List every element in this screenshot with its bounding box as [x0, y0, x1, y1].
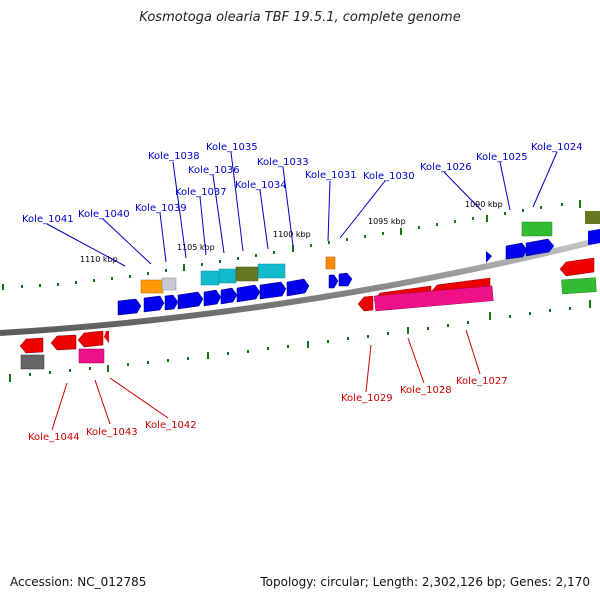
- gene-kole-1036-arrow[interactable]: [220, 287, 238, 305]
- outer-tick-row: [2, 200, 581, 290]
- gene-kole-1044-arrow[interactable]: [19, 337, 44, 354]
- top-gene-labels: Kole_1041 Kole_1040 Kole_1039 Kole_1038 …: [22, 142, 583, 225]
- gene-darkgrey-block[interactable]: [20, 354, 45, 370]
- label-kole-1040[interactable]: Kole_1040: [78, 209, 130, 220]
- label-kole-1043[interactable]: Kole_1043: [86, 427, 138, 438]
- gene-grey-block[interactable]: [161, 277, 177, 291]
- gene-magenta-small[interactable]: [78, 348, 105, 364]
- gene-kole-1035-arrow[interactable]: [236, 284, 261, 303]
- gene-olive-block[interactable]: [235, 266, 259, 282]
- gene-red-tiny[interactable]: [104, 331, 109, 343]
- inner-tick-row: [9, 300, 591, 382]
- gene-orange-block[interactable]: [140, 279, 164, 294]
- gene-green-block-2[interactable]: [561, 277, 597, 295]
- label-kole-1038[interactable]: Kole_1038: [148, 151, 200, 162]
- gene-kole-1033-arrow[interactable]: [286, 278, 310, 297]
- gene-orange-small[interactable]: [325, 256, 336, 270]
- gene-olive-edge[interactable]: [585, 211, 600, 224]
- label-kole-1030[interactable]: Kole_1030: [363, 171, 415, 182]
- bottom-leader-lines: [51, 329, 481, 431]
- label-kole-1026[interactable]: Kole_1026: [420, 162, 472, 173]
- gene-magenta-long[interactable]: [374, 285, 494, 312]
- gene-kole-1043-arrow[interactable]: [50, 334, 77, 351]
- gene-kole-1039-arrow[interactable]: [164, 294, 179, 311]
- gene-kole-1024-arrow[interactable]: [525, 238, 555, 257]
- label-kole-1025[interactable]: Kole_1025: [476, 152, 528, 163]
- top-leader-lines: [46, 151, 558, 267]
- gene-kole-1025-arrow[interactable]: [505, 242, 528, 260]
- gene-kole-1037-arrow[interactable]: [203, 289, 222, 307]
- label-kole-1037[interactable]: Kole_1037: [175, 187, 227, 198]
- forward-strand-genes: [117, 229, 600, 316]
- scale-label-1090: 1090 kbp: [465, 200, 503, 209]
- accession-text: Accession: NC_012785: [10, 575, 147, 589]
- label-kole-1044[interactable]: Kole_1044: [28, 432, 80, 443]
- gene-kole-1031-arrow[interactable]: [328, 274, 339, 289]
- genome-backbone: [0, 237, 600, 336]
- gene-kole-1030-arrow[interactable]: [338, 272, 353, 287]
- scale-label-1105: 1105 kbp: [177, 243, 215, 252]
- label-kole-1031[interactable]: Kole_1031: [305, 170, 357, 181]
- reverse-strand-genes: [19, 257, 597, 370]
- label-kole-1035[interactable]: Kole_1035: [206, 142, 258, 153]
- label-kole-1034[interactable]: Kole_1034: [235, 180, 287, 191]
- gene-kole-1042-arrow[interactable]: [77, 330, 104, 348]
- gene-kole-1040-arrow[interactable]: [143, 295, 165, 313]
- bottom-gene-labels: Kole_1044 Kole_1043 Kole_1042 Kole_1029 …: [28, 376, 508, 443]
- genome-summary-text: Topology: circular; Length: 2,302,126 bp…: [260, 575, 590, 589]
- gene-cyan-block-1[interactable]: [200, 270, 220, 286]
- label-kole-1033[interactable]: Kole_1033: [257, 157, 309, 168]
- feature-blocks: [140, 211, 600, 294]
- label-kole-1027[interactable]: Kole_1027: [456, 376, 508, 387]
- gene-cyan-block-2[interactable]: [218, 268, 237, 284]
- scale-label-1095: 1095 kbp: [368, 217, 406, 226]
- map-title: Kosmotoga olearia TBF 19.5.1, complete g…: [139, 10, 461, 25]
- gene-red-right[interactable]: [559, 257, 595, 277]
- label-kole-1042[interactable]: Kole_1042: [145, 420, 197, 431]
- gene-kole-1029-arrow[interactable]: [357, 295, 374, 312]
- label-kole-1029[interactable]: Kole_1029: [341, 393, 393, 404]
- gene-kole-1034-arrow[interactable]: [259, 281, 287, 300]
- gene-kole-1038-arrow[interactable]: [177, 291, 204, 310]
- gene-kole-1041-arrow[interactable]: [117, 298, 142, 316]
- label-kole-1039[interactable]: Kole_1039: [135, 203, 187, 214]
- gene-kole-1026-arrow[interactable]: [486, 251, 492, 263]
- label-kole-1041[interactable]: Kole_1041: [22, 214, 74, 225]
- label-kole-1036[interactable]: Kole_1036: [188, 165, 240, 176]
- gene-green-block-1[interactable]: [521, 221, 553, 237]
- label-kole-1028[interactable]: Kole_1028: [400, 385, 452, 396]
- label-kole-1024[interactable]: Kole_1024: [531, 142, 583, 153]
- scale-label-1110: 1110 kbp: [80, 255, 118, 264]
- gene-edge-arrow[interactable]: [588, 229, 600, 245]
- gene-cyan-block-3[interactable]: [257, 263, 286, 279]
